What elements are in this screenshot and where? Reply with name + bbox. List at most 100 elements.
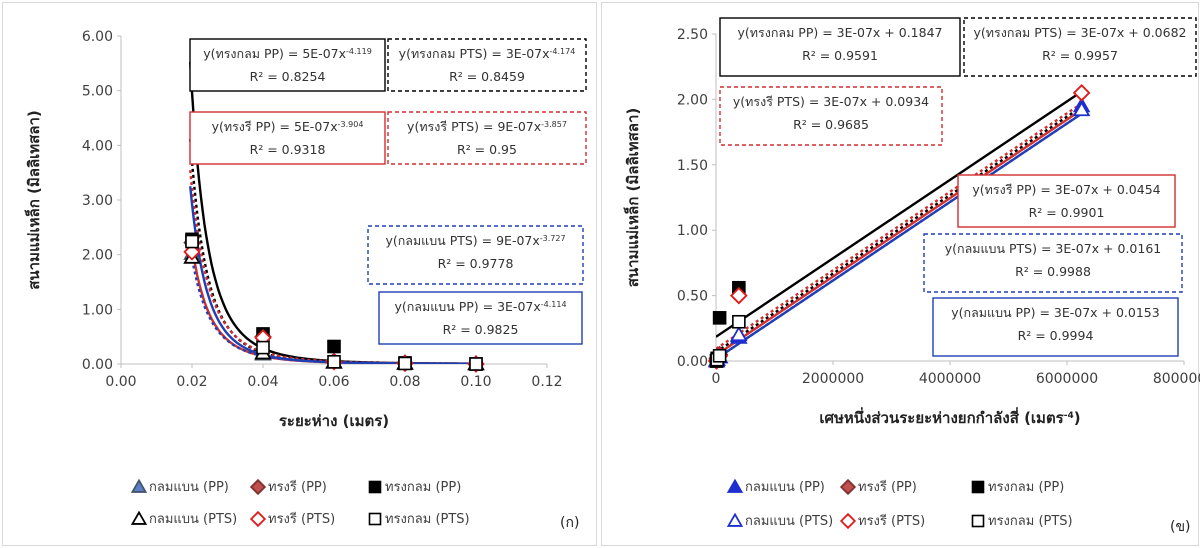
trendline-group (716, 90, 1083, 360)
equation-box (367, 225, 584, 285)
equation-box (189, 38, 386, 92)
legend-label: ทรงกลม (PTS) (988, 514, 1073, 529)
data-point (1072, 84, 1091, 102)
y-tick-label: 2.50 (677, 27, 708, 43)
r-squared-text: R² = 0.9591 (802, 48, 878, 63)
legend-marker (249, 478, 267, 496)
x-tick-label: 6000000 (1036, 371, 1098, 387)
r-squared-text: R² = 0.9825 (443, 322, 519, 337)
panel-label: (ก) (560, 515, 579, 531)
equation-box (189, 111, 386, 165)
y-tick-label: 0.00 (677, 354, 708, 370)
legend-marker (726, 512, 744, 527)
data-point (185, 234, 199, 249)
r-squared-text: R² = 0.9988 (1015, 264, 1091, 279)
equation-exponent: -4.119 (346, 47, 372, 56)
chart-panel-right: 0.00 0.50 1.00 1.50 2.00 2.50 0 2000000 4000000 6… (601, 2, 1200, 546)
data-point (256, 340, 270, 355)
legend-marker (971, 480, 985, 494)
legend-label: ทรงรี (PTS) (858, 513, 925, 529)
equation-exponent: -4.114 (541, 300, 567, 309)
y-axis-title: สนามแม่เหล็ก (มิลลิเทสลา) (24, 110, 43, 290)
y-tick-label: 3.00 (82, 193, 113, 209)
legend-marker (726, 478, 744, 493)
y-axis-title: สนามแม่เหล็ก (มิลลิเทสลา) (623, 108, 642, 288)
y-tick-label: 1.00 (677, 223, 708, 239)
x-tick-label: 0.06 (318, 374, 349, 390)
x-tick-label: 0.08 (389, 374, 420, 390)
equation-text: y(กลมแบน PP) = 3E-07x-4.114 (394, 299, 566, 314)
x-tick-label: 2000000 (802, 371, 864, 387)
x-tick-label: 0.10 (460, 374, 491, 390)
x-tick-label: 0.04 (247, 374, 278, 390)
equation-text: y(ทรงกลม PP) = 5E-07x-4.119 (203, 46, 372, 61)
equation-text: y(ทรงรี PP) = 5E-07x-3.904 (212, 119, 364, 134)
x-axis-title: เศษหนึ่งส่วนระยะห่างยกกำลังสี่ (เมตร-4) (819, 407, 1080, 427)
chart-panel-left: 0.00 1.00 2.00 3.00 4.00 5.00 6.00 0.00 0.02 0.04… (2, 2, 597, 546)
equation-box (387, 38, 587, 92)
x-tick-label: 0 (712, 371, 721, 387)
legend-label: กลมแบน (PTS) (149, 512, 237, 527)
y-tick-label: 4.00 (82, 138, 113, 154)
equation-box (963, 17, 1197, 77)
r-squared-text: R² = 0.9901 (1029, 205, 1105, 220)
r-squared-text: R² = 0.9994 (1018, 328, 1094, 343)
trendline (716, 108, 1083, 357)
equation-exponent: -3.727 (540, 234, 566, 243)
legend-marker (130, 510, 148, 525)
y-tick-label: 1.00 (82, 302, 113, 318)
legend-label: ทรงรี (PP) (858, 479, 917, 495)
legend-marker (368, 512, 382, 526)
x-tick-label: 0.02 (176, 374, 207, 390)
equation-text: y(กลมแบน PTS) = 9E-07x-3.727 (385, 233, 565, 248)
x-tick-label: 8000000 (1153, 371, 1200, 387)
legend-label: กลมแบน (PP) (149, 480, 229, 495)
trendline (716, 112, 1083, 360)
legend-label: ทรงรี (PP) (268, 479, 327, 495)
trendline (716, 105, 1083, 354)
data-point (327, 339, 341, 354)
r-squared-text: R² = 0.9957 (1042, 48, 1118, 63)
data-point (730, 325, 748, 342)
equation-exponent: -4.174 (550, 47, 576, 56)
legend-marker (839, 512, 857, 530)
x-tick-label: 4000000 (919, 371, 981, 387)
equation-box (932, 297, 1179, 357)
x-tick-label: 0.00 (105, 374, 136, 390)
legend-label: กลมแบน (PTS) (745, 514, 833, 529)
equation-box (719, 17, 961, 77)
data-point (732, 314, 746, 329)
equation-box (378, 291, 583, 345)
data-point (712, 348, 727, 363)
legend-label: ทรงกลม (PP) (385, 480, 461, 495)
trendline (716, 102, 1083, 350)
equation-box (387, 111, 587, 165)
legend-label: ทรงกลม (PP) (988, 480, 1064, 495)
equation-text: y(ทรงกลม PTS) = 3E-07x-4.174 (399, 46, 576, 61)
equation-text: y(กลมแบน PP) = 3E-07x + 0.0153 (951, 305, 1159, 320)
equation-text: y(ทรงรี PTS) = 9E-07x-3.857 (407, 119, 567, 134)
equation-text: y(ทรงรี PP) = 3E-07x + 0.0454 (972, 182, 1160, 197)
data-point (398, 356, 412, 371)
legend-marker (130, 478, 148, 493)
y-tick-label: 0.50 (677, 289, 708, 305)
x-axis-title: ระยะห่าง (เมตร) (279, 412, 389, 430)
equation-box (923, 233, 1183, 293)
r-squared-text: R² = 0.9318 (250, 142, 326, 157)
legend-label: ทรงกลม (PTS) (385, 512, 470, 527)
y-tick-label: 2.00 (677, 92, 708, 108)
equation-text: y(ทรงรี PTS) = 3E-07x + 0.0934 (733, 94, 929, 109)
legend-marker (368, 480, 382, 494)
x-axis-title-tail: ) (1074, 409, 1081, 427)
r-squared-text: R² = 0.95 (457, 142, 517, 157)
data-point (469, 357, 483, 371)
x-axis-title-exponent: -4 (1064, 411, 1074, 421)
equation-box (957, 174, 1176, 228)
y-tick-label: 6.00 (82, 29, 113, 45)
r-squared-text: R² = 0.8254 (250, 69, 326, 84)
equation-box (719, 86, 943, 146)
legend-marker (249, 510, 267, 528)
data-point (327, 355, 341, 369)
panel-label: (ข) (1170, 519, 1191, 535)
trendline (716, 90, 1083, 338)
